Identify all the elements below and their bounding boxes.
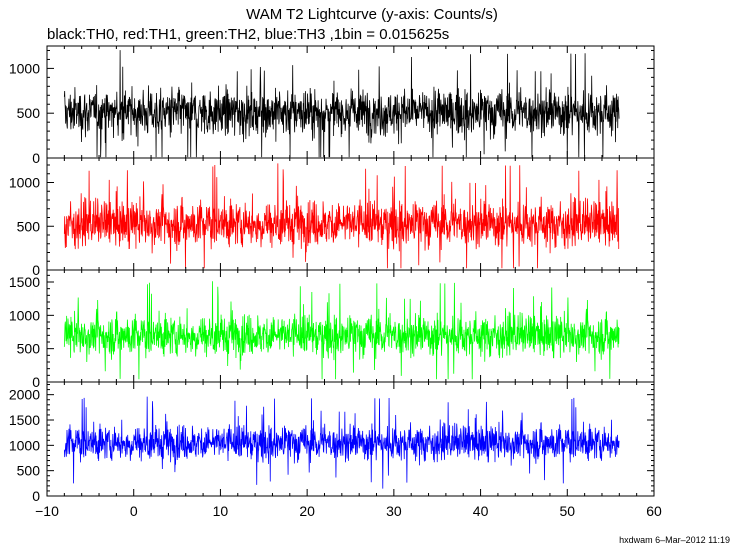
y-tick-label: 1500 [9, 412, 40, 428]
y-tick-label: 0 [32, 150, 40, 166]
y-tick-label: 500 [17, 341, 41, 357]
y-tick-label: 0 [32, 488, 40, 504]
x-tick-label: 0 [130, 503, 138, 519]
y-tick-label: 2000 [9, 387, 40, 403]
footer-timestamp: hxdwam 6–Mar–2012 11:19 [619, 535, 730, 545]
y-tick-label: 1500 [9, 274, 40, 290]
y-tick-label: 0 [32, 374, 40, 390]
x-tick-label: 50 [559, 503, 575, 519]
y-tick-label: 1000 [9, 307, 40, 323]
series-panel-th0: 0 500 1000 [9, 45, 655, 166]
series-panel-th2: 0 500 1000 1500 [9, 269, 655, 390]
x-tick-label: 20 [299, 503, 315, 519]
x-tick-label: −10 [35, 503, 59, 519]
y-tick-label: 500 [17, 463, 41, 479]
y-tick-label: 500 [17, 218, 41, 234]
series-line-th2 [63, 281, 620, 380]
series-panel-th3: 0 500 1000 1500 2000 [9, 381, 655, 504]
panel-frame [46, 381, 655, 497]
y-tick-label: 500 [17, 105, 41, 121]
y-tick-label: 1000 [9, 437, 40, 453]
x-tick-label: 30 [386, 503, 402, 519]
series-line-th0 [63, 50, 620, 158]
x-tick-label: 40 [473, 503, 489, 519]
series-panel-th1: 0 500 1000 [9, 157, 655, 278]
x-tick-label: 10 [213, 503, 229, 519]
series-line-th1 [63, 163, 620, 269]
x-tick-label: 60 [646, 503, 662, 519]
series-line-th3 [63, 396, 620, 489]
y-tick-label: 1000 [9, 175, 40, 191]
chart-title: WAM T2 Lightcurve (y-axis: Counts/s) [246, 6, 498, 23]
chart-subtitle: black:TH0, red:TH1, green:TH2, blue:TH3 … [47, 26, 450, 43]
y-tick-label: 0 [32, 262, 40, 278]
y-tick-label: 1000 [9, 60, 40, 76]
